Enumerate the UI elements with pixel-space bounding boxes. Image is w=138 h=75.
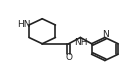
Text: O: O	[65, 53, 72, 62]
Text: N: N	[103, 30, 109, 39]
Text: NH: NH	[74, 38, 88, 47]
Text: HN: HN	[17, 20, 30, 29]
